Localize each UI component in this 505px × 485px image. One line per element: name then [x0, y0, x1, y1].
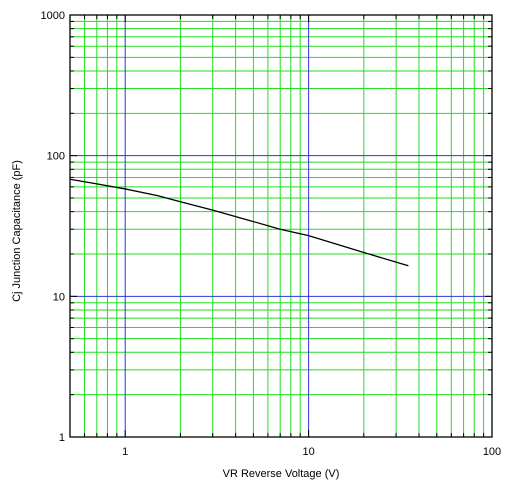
- major-grid: [70, 15, 492, 437]
- x-tick-label: 10: [302, 446, 314, 458]
- x-axis-title: VR Reverse Voltage (V): [223, 468, 340, 480]
- plot-frame: [69, 14, 493, 438]
- y-axis-title: Cj Junction Capacitance (pF): [11, 160, 23, 302]
- x-tick-labels: 1 10 100: [122, 446, 501, 458]
- y-tick-labels: 1 10 100 1000: [41, 10, 65, 444]
- axis-ticks: [70, 15, 492, 437]
- y-tick-label: 1000: [41, 10, 65, 22]
- y-tick-label: 10: [53, 291, 65, 303]
- x-tick-label: 100: [483, 446, 501, 458]
- y-tick-label: 100: [47, 151, 65, 163]
- y-tick-label: 1: [59, 432, 65, 444]
- minor-grid: [70, 15, 492, 437]
- capacitance-curve: [69, 178, 409, 267]
- x-tick-label: 1: [122, 446, 128, 458]
- series-group: [69, 178, 409, 267]
